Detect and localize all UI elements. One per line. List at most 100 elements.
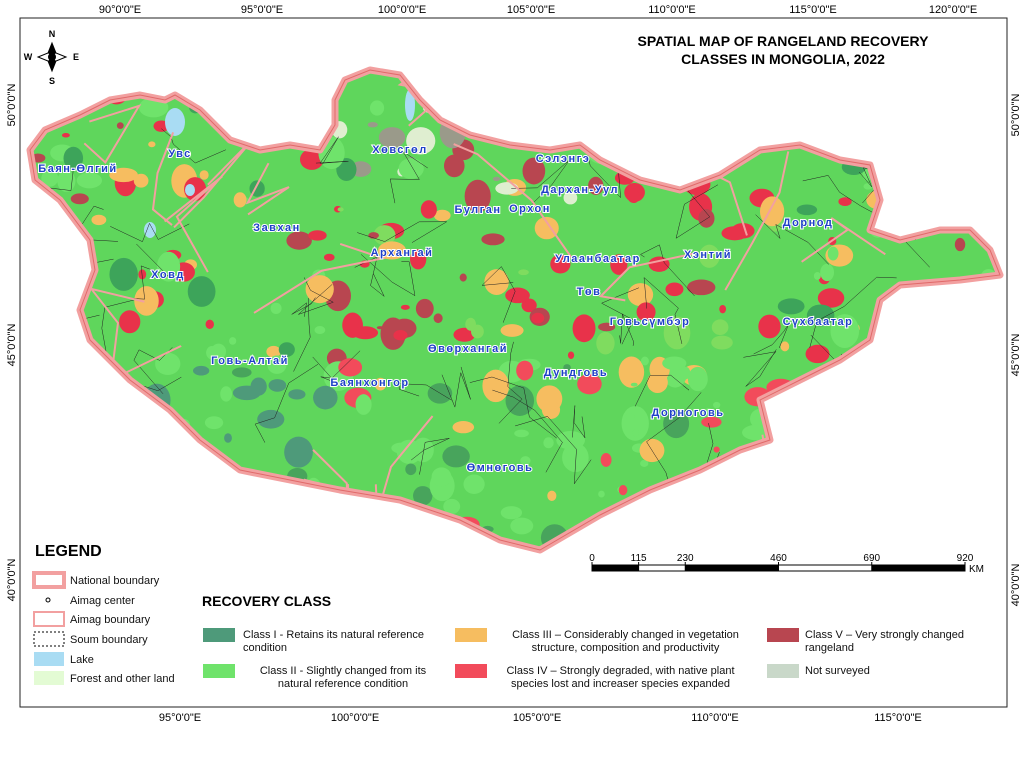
soum-boundary (511, 159, 570, 205)
soum-boundary (914, 70, 965, 112)
class-patch (840, 76, 867, 99)
scale-label: 230 (677, 553, 694, 564)
class-patch (377, 241, 407, 260)
class-patch (838, 197, 852, 207)
class-patch (562, 442, 589, 473)
class-patch (634, 134, 652, 145)
class-patch (947, 155, 974, 186)
aimag-boundary (801, 217, 886, 263)
class-patch (30, 504, 37, 519)
class-patch (929, 336, 951, 352)
soum-boundary (743, 349, 777, 387)
class-patch (567, 351, 575, 360)
class-patch (902, 425, 913, 438)
class-label: Class III – Considerably changed in vege… (512, 629, 739, 654)
class-patch (76, 172, 103, 189)
class-patch (928, 477, 957, 498)
class-patch (317, 525, 348, 550)
class-patch (738, 472, 754, 485)
class-patch (30, 360, 38, 372)
class-patch (598, 322, 616, 332)
class-patch (91, 214, 107, 226)
class-patch (286, 231, 312, 250)
class-patch (701, 416, 722, 428)
class-patch (41, 170, 59, 187)
compass-n: N (49, 29, 56, 39)
class-patch (699, 244, 720, 268)
class-patch (409, 249, 427, 270)
aimag-boundary (173, 137, 255, 229)
class-patch (730, 466, 759, 501)
class-patch (460, 90, 486, 124)
class-patch (492, 176, 501, 181)
class-patch (888, 115, 907, 138)
class-patch (442, 445, 470, 468)
soum-boundary (398, 383, 452, 401)
class-patch (848, 493, 873, 510)
class-patch (870, 372, 887, 386)
class-patch (492, 544, 501, 550)
class-patch (299, 149, 324, 170)
soum-boundary (692, 91, 744, 133)
scale-unit: KM (969, 564, 984, 575)
aimag-label: Өвөрхангай (428, 343, 508, 355)
class-patch (577, 373, 602, 395)
soum-boundary (441, 366, 471, 409)
class-patch (433, 313, 443, 324)
class-patch (413, 486, 433, 506)
aimag-label: Говь-Алтай (211, 355, 289, 367)
aimag-label: Баянхонгор (330, 377, 409, 389)
class-patch (902, 467, 927, 493)
class-patch (846, 495, 855, 504)
class-patch (232, 385, 261, 401)
class-patch (170, 487, 196, 516)
class-patch (747, 93, 754, 98)
class-patch (374, 377, 387, 391)
aimag-label: Дорнод (783, 217, 834, 229)
class-patch (663, 316, 691, 350)
class-patch (134, 286, 159, 316)
soum-boundary (888, 304, 981, 348)
class-patch (543, 437, 554, 449)
class-patch (733, 487, 742, 495)
labels: Баян-Өлгий Увс Хөвсгөл Сэлэнгэ Дархан-Уул Бул… (37, 143, 853, 475)
lake (165, 108, 185, 136)
soum-boundary (572, 405, 586, 439)
aimag-boundary (245, 162, 290, 216)
class-patch (803, 532, 825, 550)
class-patch (518, 269, 529, 276)
class-patch (614, 507, 641, 529)
class-patch (32, 357, 53, 380)
soum-boundary (764, 477, 843, 532)
class-patch (405, 463, 417, 476)
aimag-boundary (46, 383, 113, 442)
soum-boundary (873, 426, 918, 468)
class-patch (805, 344, 830, 364)
class-patch (443, 154, 465, 178)
graticule-label: 50°0'0"N (6, 84, 18, 127)
class-patch (233, 192, 247, 208)
class-patch (443, 498, 461, 515)
class-patch (393, 330, 408, 341)
class-patch (814, 491, 843, 528)
aimag-label: Дархан-Уул (541, 184, 619, 196)
soum-boundary (312, 350, 361, 383)
recovery-class-title: RECOVERY CLASS (202, 593, 331, 609)
class-patch (796, 488, 806, 494)
aimag-boundary (453, 143, 573, 259)
aimag-boundary (37, 309, 85, 365)
swatch (32, 571, 66, 589)
class-patch (977, 291, 991, 307)
class-patch (308, 230, 327, 241)
class-patch (352, 326, 379, 340)
class-patch (516, 360, 534, 381)
class-patch (659, 145, 689, 174)
graticule-label: 45°0'0"N (1010, 334, 1022, 377)
class-patch (952, 109, 978, 127)
class-patch (892, 512, 910, 535)
soum-boundary (515, 416, 592, 485)
class-patch (30, 351, 54, 370)
class-patch (853, 465, 875, 484)
class-patch (39, 332, 66, 363)
